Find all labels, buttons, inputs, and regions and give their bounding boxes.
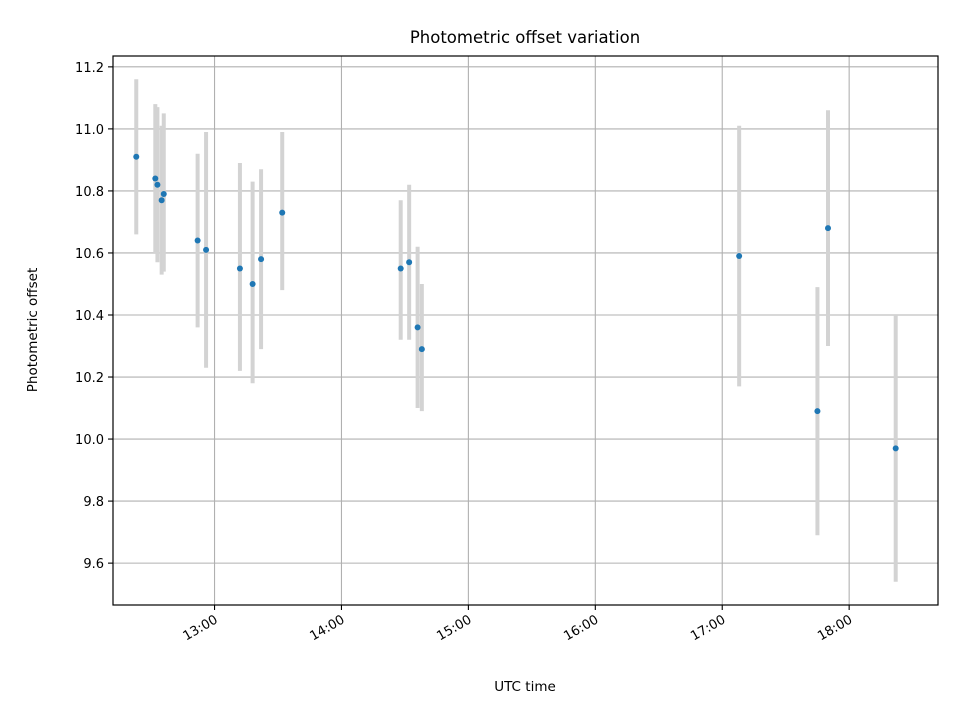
y-tick-label: 10.0 xyxy=(75,433,104,448)
data-point xyxy=(133,153,140,160)
data-point xyxy=(397,265,404,272)
y-tick-label: 11.0 xyxy=(75,123,104,138)
data-point xyxy=(825,225,831,232)
data-point xyxy=(258,256,265,263)
data-point xyxy=(406,259,413,266)
plot-frame xyxy=(112,55,939,606)
y-axis-label: Photometric offset xyxy=(25,268,41,392)
data-point xyxy=(814,408,821,415)
data-point xyxy=(892,445,899,452)
y-tick-label: 9.6 xyxy=(83,557,104,572)
data-point xyxy=(160,191,167,198)
data-point xyxy=(414,324,421,331)
data-points xyxy=(133,153,899,452)
chart-title: Photometric offset variation xyxy=(410,28,640,47)
data-point xyxy=(152,175,159,182)
data-point xyxy=(158,197,165,204)
data-point xyxy=(249,280,256,287)
data-point xyxy=(154,181,161,188)
data-point xyxy=(194,237,201,244)
data-point xyxy=(279,209,286,216)
y-tick-label: 11.2 xyxy=(75,61,104,76)
grid-lines xyxy=(113,56,938,605)
data-point xyxy=(236,265,243,272)
y-tick-label: 10.2 xyxy=(75,371,104,386)
y-tick-label: 10.4 xyxy=(75,309,104,324)
y-tick-label: 10.8 xyxy=(75,185,104,200)
y-tick-label: 9.8 xyxy=(83,495,104,510)
data-point xyxy=(736,253,743,260)
data-point xyxy=(203,246,210,253)
data-point xyxy=(418,346,425,353)
y-tick-label: 10.6 xyxy=(75,247,104,262)
y-axis-ticks: 9.6 9.8 10.0 10.2 10.4 10.6 10.8 11.0 11.2 xyxy=(75,61,113,572)
x-axis-label: UTC time xyxy=(494,679,556,695)
